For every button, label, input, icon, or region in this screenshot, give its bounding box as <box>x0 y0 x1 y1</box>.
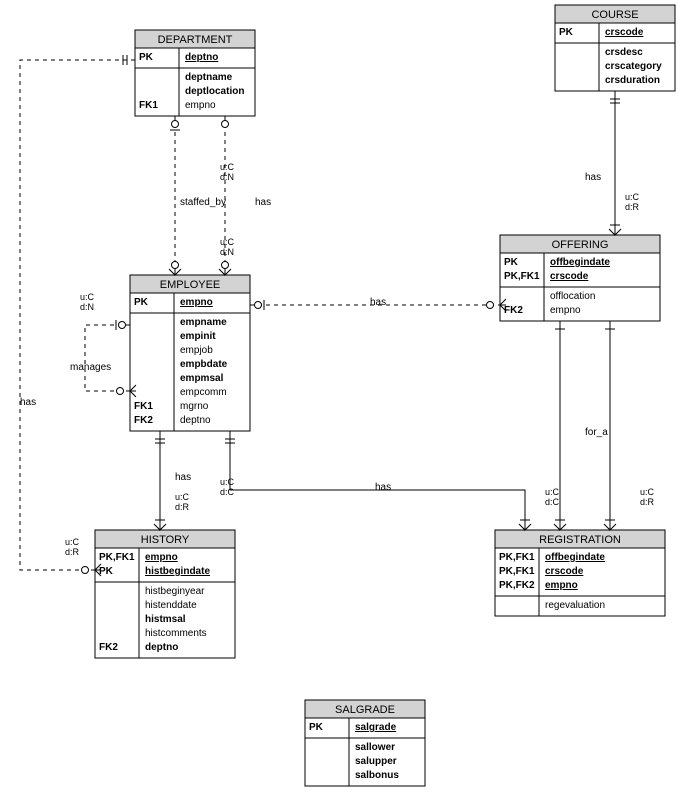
svg-text:u:C: u:C <box>625 192 640 202</box>
entity-registration: REGISTRATION PK,FK1 offbegindate PK,FK1 crsc… <box>495 530 665 616</box>
svg-text:u:C: u:C <box>220 162 235 172</box>
entity-history: HISTORY PK,FK1 empno PK histbegindate histbeg… <box>95 530 235 658</box>
svg-text:histmsal: histmsal <box>145 614 186 625</box>
svg-text:OFFERING: OFFERING <box>552 239 609 251</box>
svg-text:crsduration: crsduration <box>605 75 660 86</box>
entity-employee: EMPLOYEE PK empno empname empinit empjob empbd… <box>130 275 250 431</box>
svg-text:HISTORY: HISTORY <box>141 534 190 546</box>
svg-text:salgrade: salgrade <box>355 722 397 733</box>
svg-text:PK: PK <box>309 722 324 733</box>
svg-text:empinit: empinit <box>180 331 216 342</box>
svg-text:deptname: deptname <box>185 72 233 83</box>
svg-text:COURSE: COURSE <box>591 9 638 21</box>
svg-text:d:R: d:R <box>640 497 655 507</box>
entity-course: COURSE PK crscode crsdesc crscategory crsdura… <box>555 5 675 91</box>
svg-text:DEPARTMENT: DEPARTMENT <box>158 34 233 46</box>
svg-text:REGISTRATION: REGISTRATION <box>539 534 621 546</box>
svg-text:salupper: salupper <box>355 756 397 767</box>
svg-text:has: has <box>585 172 601 183</box>
svg-text:offbegindate: offbegindate <box>550 257 610 268</box>
svg-text:offbegindate: offbegindate <box>545 552 605 563</box>
svg-text:u:C: u:C <box>220 477 235 487</box>
svg-text:FK2: FK2 <box>99 642 118 653</box>
svg-text:d:N: d:N <box>220 247 234 257</box>
svg-text:PK: PK <box>504 257 519 268</box>
svg-text:d:R: d:R <box>625 202 640 212</box>
svg-text:EMPLOYEE: EMPLOYEE <box>160 279 221 291</box>
svg-text:crsdesc: crsdesc <box>605 47 643 58</box>
svg-text:histcomments: histcomments <box>145 628 207 639</box>
svg-text:histbegindate: histbegindate <box>145 566 210 577</box>
svg-text:deptno: deptno <box>145 642 178 653</box>
svg-text:staffed_by: staffed_by <box>180 197 226 208</box>
svg-text:u:C: u:C <box>80 292 95 302</box>
svg-text:d:R: d:R <box>175 502 190 512</box>
svg-text:salbonus: salbonus <box>355 770 399 781</box>
svg-text:FK1: FK1 <box>134 401 153 412</box>
svg-text:FK2: FK2 <box>504 305 523 316</box>
svg-text:deptlocation: deptlocation <box>185 86 244 97</box>
svg-text:crscode: crscode <box>550 271 589 282</box>
svg-text:empbdate: empbdate <box>180 359 228 370</box>
svg-text:crscode: crscode <box>605 27 644 38</box>
svg-text:SALGRADE: SALGRADE <box>335 704 395 716</box>
svg-text:PK: PK <box>559 27 574 38</box>
svg-text:PK,FK1: PK,FK1 <box>99 552 135 563</box>
svg-text:manages: manages <box>70 362 111 373</box>
svg-text:PK,FK1: PK,FK1 <box>504 271 540 282</box>
svg-text:empname: empname <box>180 317 227 328</box>
entity-department: DEPARTMENT PK deptno deptname deptlocation FK… <box>135 30 255 116</box>
svg-text:for_a: for_a <box>585 427 608 438</box>
svg-text:d:R: d:R <box>65 547 80 557</box>
svg-text:sallower: sallower <box>355 742 395 753</box>
svg-text:u:C: u:C <box>175 492 190 502</box>
svg-text:u:C: u:C <box>220 237 235 247</box>
svg-text:empno: empno <box>185 100 216 111</box>
svg-text:has: has <box>20 397 36 408</box>
svg-text:PK: PK <box>134 297 149 308</box>
entity-salgrade: SALGRADE PK salgrade sallower salupper salbon… <box>305 700 425 786</box>
svg-text:deptno: deptno <box>185 52 218 63</box>
svg-text:offlocation: offlocation <box>550 291 595 302</box>
svg-text:PK: PK <box>99 566 114 577</box>
svg-text:d:C: d:C <box>220 487 235 497</box>
svg-text:empno: empno <box>550 305 581 316</box>
svg-text:u:C: u:C <box>640 487 655 497</box>
entity-offering: OFFERING PK offbegindate PK,FK1 crscode offlo… <box>500 235 660 321</box>
svg-text:crscategory: crscategory <box>605 61 662 72</box>
svg-text:empno: empno <box>545 580 578 591</box>
svg-text:PK,FK2: PK,FK2 <box>499 580 535 591</box>
svg-text:empno: empno <box>180 297 213 308</box>
svg-text:has: has <box>375 482 391 493</box>
svg-text:d:N: d:N <box>220 172 234 182</box>
svg-text:has: has <box>255 197 271 208</box>
svg-text:empmsal: empmsal <box>180 373 224 384</box>
svg-text:PK,FK1: PK,FK1 <box>499 566 535 577</box>
svg-text:has: has <box>175 472 191 483</box>
svg-text:regevaluation: regevaluation <box>545 600 605 611</box>
svg-text:empjob: empjob <box>180 345 213 356</box>
svg-text:PK: PK <box>139 52 154 63</box>
svg-text:has: has <box>370 297 386 308</box>
svg-text:histenddate: histenddate <box>145 600 197 611</box>
svg-text:d:C: d:C <box>545 497 560 507</box>
svg-text:FK1: FK1 <box>139 100 158 111</box>
svg-text:empcomm: empcomm <box>180 387 227 398</box>
svg-text:crscode: crscode <box>545 566 584 577</box>
svg-text:u:C: u:C <box>65 537 80 547</box>
svg-text:PK,FK1: PK,FK1 <box>499 552 535 563</box>
svg-text:mgrno: mgrno <box>180 401 209 412</box>
svg-text:deptno: deptno <box>180 415 211 426</box>
svg-text:d:N: d:N <box>80 302 94 312</box>
svg-text:FK2: FK2 <box>134 415 153 426</box>
svg-text:empno: empno <box>145 552 178 563</box>
svg-text:u:C: u:C <box>545 487 560 497</box>
svg-text:histbeginyear: histbeginyear <box>145 586 205 597</box>
